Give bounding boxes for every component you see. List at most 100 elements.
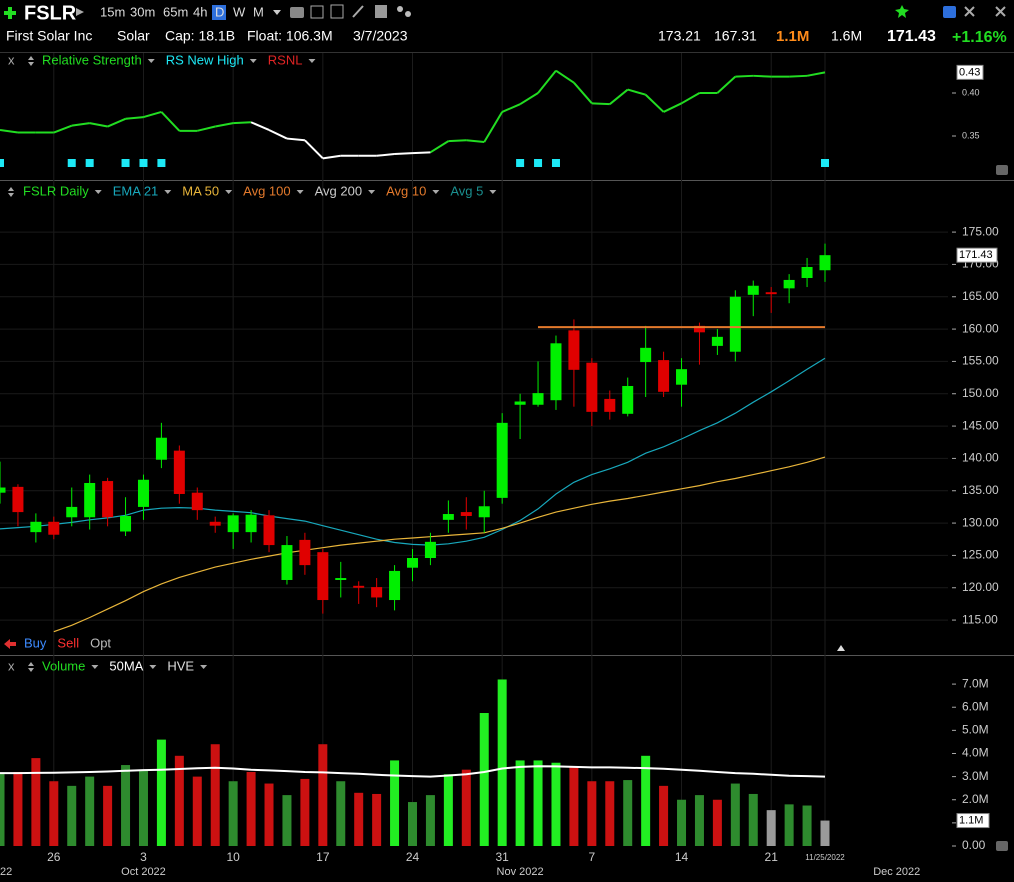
legend-caret[interactable] [308,59,316,63]
move-icon[interactable] [28,662,34,672]
x-tick-label: 17 [316,850,330,864]
volume-bar [461,769,471,846]
s-icon[interactable] [943,6,956,18]
y-tick-label: 150.00 [962,386,999,400]
trade-icon[interactable] [4,639,16,649]
star-icon[interactable] [895,5,909,18]
rs-line-segment [537,70,557,94]
candle-body [622,385,634,414]
legend-item[interactable]: RS New High [166,52,244,67]
volume-bar [408,802,417,846]
volume-bar [354,792,364,846]
volume-bar [712,799,722,846]
legend-item[interactable]: HVE [167,658,194,673]
chart-icon[interactable] [76,8,84,16]
legend-item[interactable]: Volume [42,658,85,673]
link-icon[interactable] [964,6,975,17]
volume-bar [210,744,220,846]
volume-bar [174,755,184,846]
legend-caret[interactable] [91,665,99,669]
interval[interactable]: 30m [130,4,155,19]
draw-icon[interactable] [352,5,364,18]
interval[interactable]: 15m [100,4,125,19]
interval-menu[interactable] [273,10,281,15]
volume-bar [390,760,400,846]
legend-item[interactable]: Avg 10 [386,183,426,198]
legend-caret[interactable] [296,190,304,194]
candle-body [120,515,132,532]
legend-caret[interactable] [249,59,257,63]
move-icon[interactable] [28,56,34,66]
legend-caret[interactable] [147,59,155,63]
candle-body [299,539,311,566]
legend-item[interactable]: FSLR Daily [23,183,89,198]
legend-caret[interactable] [225,190,233,194]
trade-button[interactable]: Opt [90,635,111,650]
interval[interactable]: D [215,4,224,19]
legend-item[interactable]: EMA 21 [113,183,159,198]
rs-line-segment [573,82,593,104]
tool-icon[interactable] [330,4,344,19]
legend-caret[interactable] [94,190,102,194]
y-tick-label: 2.0M [962,792,989,806]
y-tick-label: 130.00 [962,515,999,529]
rs-line-segment [501,103,521,113]
volume-bar [820,820,830,846]
legend-item[interactable]: MA 50 [182,183,219,198]
volume-average-line [0,765,826,778]
volume-bar [479,713,489,846]
candle-body [12,486,24,513]
legend-item[interactable]: Avg 5 [450,183,483,198]
candle-body [407,558,418,568]
candle-body [30,521,42,533]
interval-active[interactable] [212,5,226,20]
panel-menu[interactable] [996,165,1008,175]
tool-icon[interactable] [375,5,387,18]
tool-icon[interactable] [397,6,403,12]
volume-bar [121,765,131,846]
candle-body [442,514,454,520]
legend-item[interactable]: RSNL [268,52,303,67]
x-tick-label: 11/25/2022 [805,853,845,862]
rs-line-segment [753,74,772,78]
close-icon[interactable] [995,6,1006,17]
legend-item[interactable]: Relative Strength [42,52,142,67]
interval[interactable]: W [233,4,246,19]
trade-button[interactable]: Sell [57,635,79,650]
close-x[interactable]: x [8,52,15,67]
legend-item[interactable]: Avg 100 [243,183,290,198]
candle-body [658,360,670,392]
legend-caret[interactable] [164,190,172,194]
candle-body [460,512,472,516]
legend-caret[interactable] [200,665,208,669]
rs-new-high-marker [139,159,148,167]
symbol[interactable]: FSLR [24,2,77,24]
scroll-marker[interactable] [837,645,845,651]
interval[interactable]: 4h [193,4,207,19]
x-month-label: Nov 2022 [497,866,544,878]
rs-new-high-marker [67,159,76,167]
move-icon[interactable] [8,187,14,197]
legend-item[interactable]: 50MA [109,658,143,673]
volume-bar [156,739,166,846]
legend-item[interactable]: Avg 200 [315,183,362,198]
panel-menu[interactable] [996,841,1008,851]
tool-icon[interactable] [310,5,324,19]
legend-caret[interactable] [149,665,157,669]
interval[interactable]: 65m [163,4,188,19]
legend-caret[interactable] [368,190,376,194]
tool-icon[interactable] [290,7,304,18]
close-x[interactable]: x [8,658,15,673]
legend-caret[interactable] [432,190,440,194]
add-icon[interactable] [4,7,16,19]
candle-body [819,255,831,271]
legend-caret[interactable] [489,190,497,194]
last-price: 171.43 [887,28,936,45]
interval[interactable]: M [253,4,264,19]
volume-bar [730,783,740,846]
tool-icon[interactable] [405,11,411,17]
rs-line-segment [466,139,485,143]
volume-bar [748,793,758,846]
trade-button[interactable]: Buy [24,635,47,650]
candle-body [389,570,401,601]
